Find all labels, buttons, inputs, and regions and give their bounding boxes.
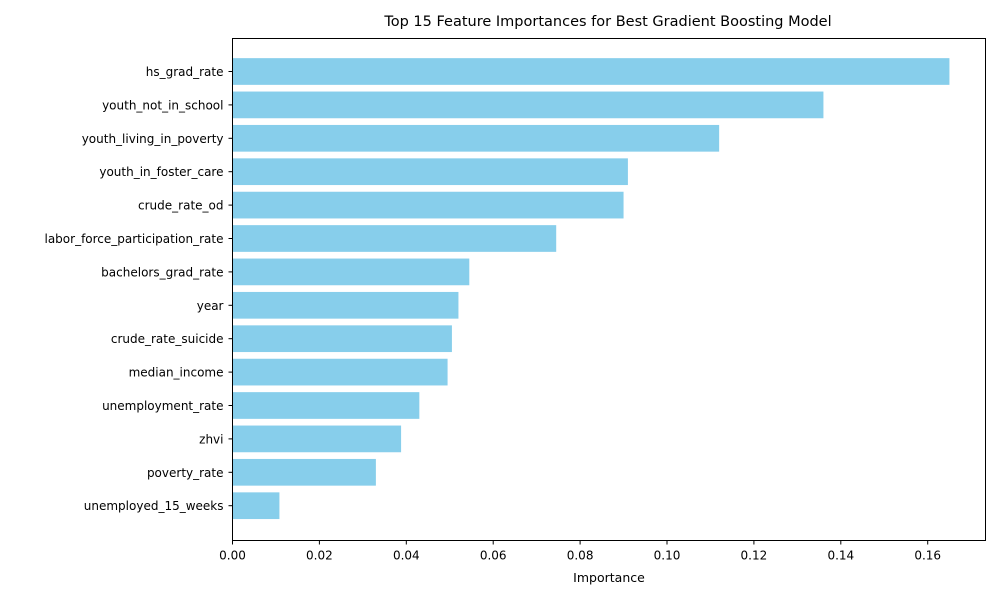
bar-zhvi <box>232 425 402 453</box>
x-tick-label: 0.10 <box>654 549 681 563</box>
bar-crude_rate_od <box>232 191 624 219</box>
y-tick-label: hs_grad_rate <box>146 65 224 79</box>
y-tick-label: youth_living_in_poverty <box>82 132 224 146</box>
bar-labor_force_participation_rate <box>232 225 557 252</box>
plot-frame <box>232 38 986 541</box>
chart-title: Top 15 Feature Importances for Best Grad… <box>383 14 831 30</box>
y-axis-ticks: hs_grad_rate youth_not_in_school youth_liv… <box>44 65 233 513</box>
x-tick-label: 0.04 <box>393 549 420 563</box>
y-tick-label: bachelors_grad_rate <box>101 265 223 279</box>
bar-bachelors_grad_rate <box>232 258 470 286</box>
x-tick-label: 0.06 <box>480 549 507 563</box>
bar-poverty_rate <box>232 458 376 486</box>
bar-hs_grad_rate <box>232 58 950 85</box>
y-tick-label: labor_force_participation_rate <box>44 232 223 246</box>
x-tick-label: 0.00 <box>219 549 246 563</box>
y-tick-label: unemployment_rate <box>102 399 223 413</box>
y-tick-label: crude_rate_suicide <box>111 332 224 346</box>
y-tick-label: youth_not_in_school <box>102 98 223 112</box>
bar-unemployment_rate <box>232 392 420 419</box>
bar-unemployed_15_weeks <box>232 492 280 520</box>
bar-median_income <box>232 358 448 386</box>
bar-crude_rate_suicide <box>232 325 452 353</box>
y-tick-label: zhvi <box>199 432 223 446</box>
x-tick-label: 0.16 <box>914 549 941 563</box>
bar-youth_not_in_school <box>232 91 824 119</box>
x-axis-ticks: 0.00 0.02 0.04 0.06 0.08 0.10 0.12 0.14 0.16 <box>219 540 941 563</box>
x-tick-label: 0.02 <box>306 549 333 563</box>
bar-youth_in_foster_care <box>232 158 628 186</box>
y-tick-label: year <box>197 299 224 313</box>
x-tick-label: 0.12 <box>741 549 768 563</box>
x-tick-label: 0.08 <box>567 549 594 563</box>
y-tick-label: crude_rate_od <box>138 199 223 213</box>
y-tick-label: median_income <box>129 366 224 380</box>
y-tick-label: poverty_rate <box>147 466 224 480</box>
bar-year <box>232 291 459 319</box>
x-tick-label: 0.14 <box>827 549 854 563</box>
y-tick-label: youth_in_foster_care <box>99 165 223 179</box>
x-axis-label: Importance <box>573 570 645 585</box>
bars-group <box>232 58 950 520</box>
y-tick-label: unemployed_15_weeks <box>84 499 224 513</box>
bar-youth_living_in_poverty <box>232 124 720 152</box>
